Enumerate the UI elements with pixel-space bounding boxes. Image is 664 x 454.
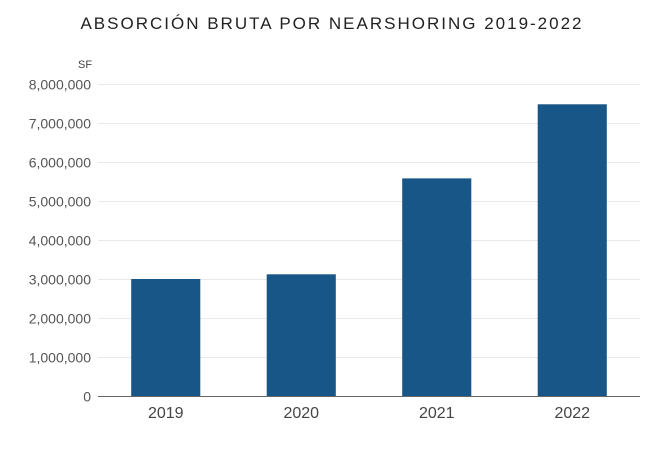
y-tick-label: 5,000,000 — [29, 194, 91, 210]
y-tick-label: 3,000,000 — [29, 272, 91, 288]
y-axis-ticks: 0 1,000,000 2,000,000 3,000,000 4,000,000 5,0… — [29, 77, 92, 405]
bar-2022 — [537, 104, 607, 396]
y-tick-label: 0 — [83, 389, 91, 405]
bar-2021 — [402, 178, 472, 396]
x-tick-label: 2020 — [283, 405, 319, 422]
bars — [131, 104, 607, 396]
x-tick-label: 2021 — [419, 405, 455, 422]
x-axis-ticks: 2019 2020 2021 2022 — [148, 405, 590, 422]
x-tick-label: 2022 — [554, 405, 590, 422]
y-tick-label: 2,000,000 — [29, 311, 91, 327]
y-tick-label: 1,000,000 — [29, 350, 91, 366]
y-axis-unit-label: SF — [78, 59, 92, 71]
y-tick-label: 8,000,000 — [29, 77, 91, 93]
y-tick-label: 4,000,000 — [29, 233, 91, 249]
y-tick-label: 6,000,000 — [29, 155, 91, 171]
x-tick-label: 2019 — [148, 405, 184, 422]
y-tick-label: 7,000,000 — [29, 116, 91, 132]
bar-2020 — [266, 274, 336, 396]
bar-2019 — [131, 279, 201, 396]
chart-title: ABSORCIÓN BRUTA POR NEARSHORING 2019-202… — [80, 14, 584, 33]
